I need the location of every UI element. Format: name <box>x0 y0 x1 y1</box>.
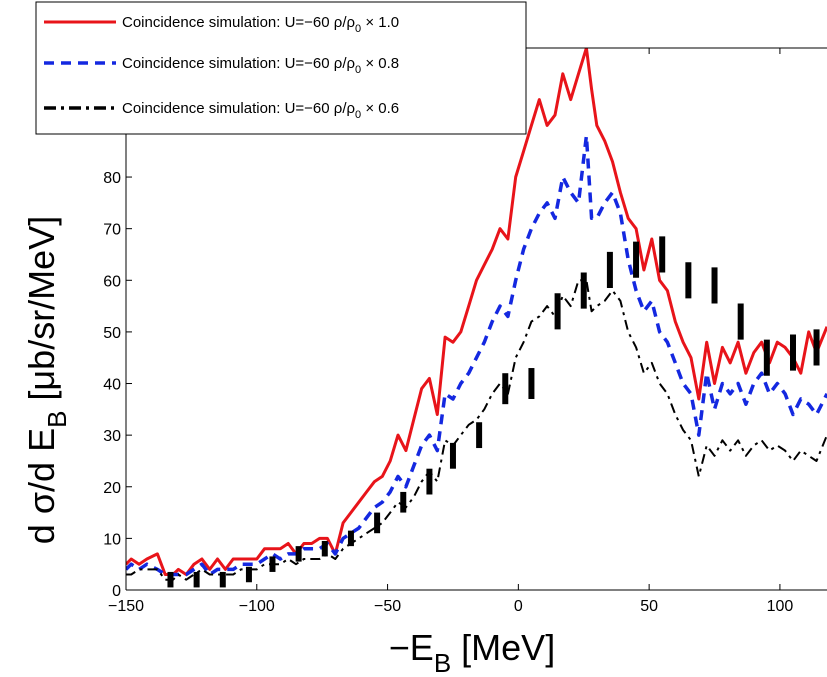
x-axis-label-sub: B <box>434 648 451 677</box>
y-tick-label: 10 <box>103 531 121 548</box>
y-axis-label-sub: B <box>42 411 72 428</box>
x-ticks: −150 −100 −50 0 50 100 <box>108 48 793 615</box>
y-ticks: 0 10 20 30 40 50 60 70 80 <box>103 170 132 600</box>
legend-entry-2: Coincidence simulation: U=−60 ρ/ρ0 × 0.8 <box>122 55 399 76</box>
plot-area <box>126 48 827 588</box>
y-tick-label: 70 <box>103 222 121 239</box>
legend-box <box>35 1 527 135</box>
series-line-solid <box>126 48 827 576</box>
series-line-dashed <box>126 134 827 577</box>
x-axis-label-unit: [MeV] <box>451 627 555 668</box>
x-tick-label: 50 <box>640 598 658 615</box>
x-tick-label: −50 <box>374 598 401 615</box>
legend: Coincidence simulation: U=−60 ρ/ρ0 × 1.0… <box>35 1 527 135</box>
legend-entry-3: Coincidence simulation: U=−60 ρ/ρ0 × 0.6 <box>122 100 399 121</box>
y-tick-label: 80 <box>103 170 121 187</box>
x-axis-label-main: −E <box>389 627 434 668</box>
x-tick-label: −100 <box>239 598 275 615</box>
series-line-dashdot <box>126 279 827 581</box>
y-tick-label: 20 <box>103 480 121 497</box>
y-tick-label: 0 <box>112 583 121 600</box>
legend-entry-1: Coincidence simulation: U=−60 ρ/ρ0 × 1.0 <box>122 14 399 35</box>
y-axis-label-main: d σ/d E <box>21 428 62 544</box>
x-axis-label: −EB [MeV] <box>389 627 555 677</box>
y-tick-label: 50 <box>103 325 121 342</box>
y-axis-label-unit: [μb/sr/MeV] <box>21 216 62 411</box>
y-tick-label: 40 <box>103 377 121 394</box>
x-tick-label: 100 <box>767 598 794 615</box>
x-tick-label: 0 <box>514 598 523 615</box>
y-axis-label: d σ/d EB [μb/sr/MeV] <box>21 216 72 544</box>
y-tick-label: 30 <box>103 428 121 445</box>
x-tick-label: −150 <box>108 598 144 615</box>
y-tick-label: 60 <box>103 273 121 290</box>
